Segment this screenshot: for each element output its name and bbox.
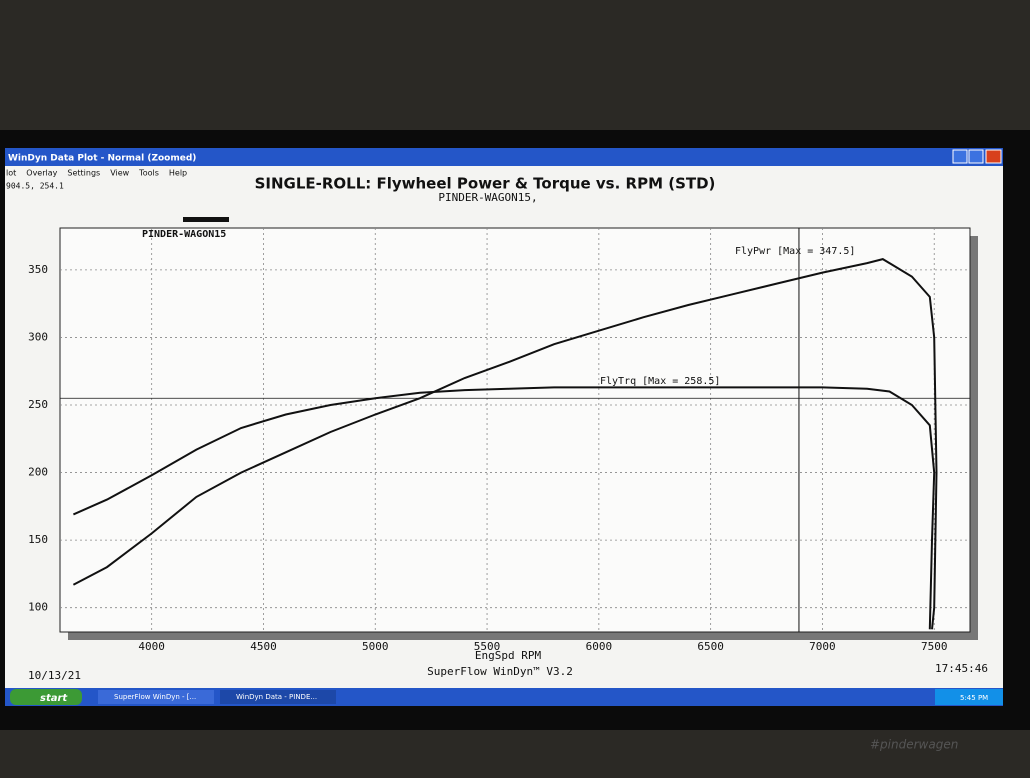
series-annotation: FlyTrq [Max = 258.5]: [600, 376, 720, 387]
x-tick-label: 6500: [697, 640, 724, 653]
menu-item[interactable]: Tools: [138, 169, 159, 178]
menu-item[interactable]: Overlay: [26, 169, 57, 178]
x-tick-label: 4500: [250, 640, 277, 653]
x-tick-label: 4000: [138, 640, 165, 653]
x-tick-label: 5000: [362, 640, 389, 653]
task-button[interactable]: [220, 690, 336, 704]
x-tick-label: 6000: [586, 640, 613, 653]
y-tick-label: 150: [28, 533, 48, 546]
x-tick-label: 7000: [809, 640, 836, 653]
window-title: WinDyn Data Plot - Normal (Zoomed): [8, 154, 196, 164]
menu-item[interactable]: View: [110, 169, 129, 178]
footer-date: 10/13/21: [28, 669, 81, 682]
y-tick-label: 100: [28, 601, 48, 614]
chart-title: SINGLE-ROLL: Flywheel Power & Torque vs.…: [255, 175, 716, 193]
watermark: #pinderwagen: [870, 738, 958, 752]
task-label: WinDyn Data - PINDE...: [236, 693, 317, 701]
footer-time: 17:45:46: [935, 662, 988, 675]
series-line: [72, 386, 936, 630]
menu-item[interactable]: lot: [6, 169, 16, 178]
series-line: [72, 258, 938, 630]
start-label: start: [40, 693, 68, 704]
clock: 5:45 PM: [960, 694, 988, 702]
minimize-button[interactable]: [952, 149, 968, 164]
y-tick-label: 200: [28, 466, 48, 479]
menu-bar: lot Overlay Settings View Tools Help: [6, 169, 187, 178]
start-button[interactable]: [10, 689, 82, 705]
menu-item[interactable]: Help: [169, 169, 187, 178]
x-axis-label: EngSpd RPM: [475, 649, 542, 662]
x-tick-label: 7500: [921, 640, 948, 653]
chart: SINGLE-ROLL: Flywheel Power & Torque vs.…: [28, 175, 988, 683]
cursor-readout: 904.5, 254.1: [6, 182, 64, 191]
footer-version: SuperFlow WinDyn™ V3.2: [427, 665, 573, 678]
series-annotation: FlyPwr [Max = 347.5]: [735, 246, 855, 257]
chart-subtitle: PINDER-WAGON15,: [438, 191, 537, 204]
task-label: SuperFlow WinDyn - [...: [114, 693, 196, 701]
y-tick-label: 350: [28, 263, 48, 276]
title-bar: [5, 148, 1003, 166]
task-list: SuperFlow WinDyn - [... WinDyn Data - PIN…: [98, 690, 336, 704]
close-button[interactable]: [985, 149, 1002, 164]
legend-swatch: [183, 217, 229, 222]
x-tick-label: 5500: [474, 640, 501, 653]
y-tick-label: 300: [28, 330, 48, 343]
maximize-button[interactable]: [968, 149, 984, 164]
tray: [935, 689, 1003, 705]
task-button[interactable]: [98, 690, 214, 704]
y-tick-label: 250: [28, 398, 48, 411]
legend-label: PINDER-WAGON15: [142, 229, 226, 240]
menu-item[interactable]: Settings: [67, 169, 100, 178]
plot-area: [59, 227, 971, 633]
